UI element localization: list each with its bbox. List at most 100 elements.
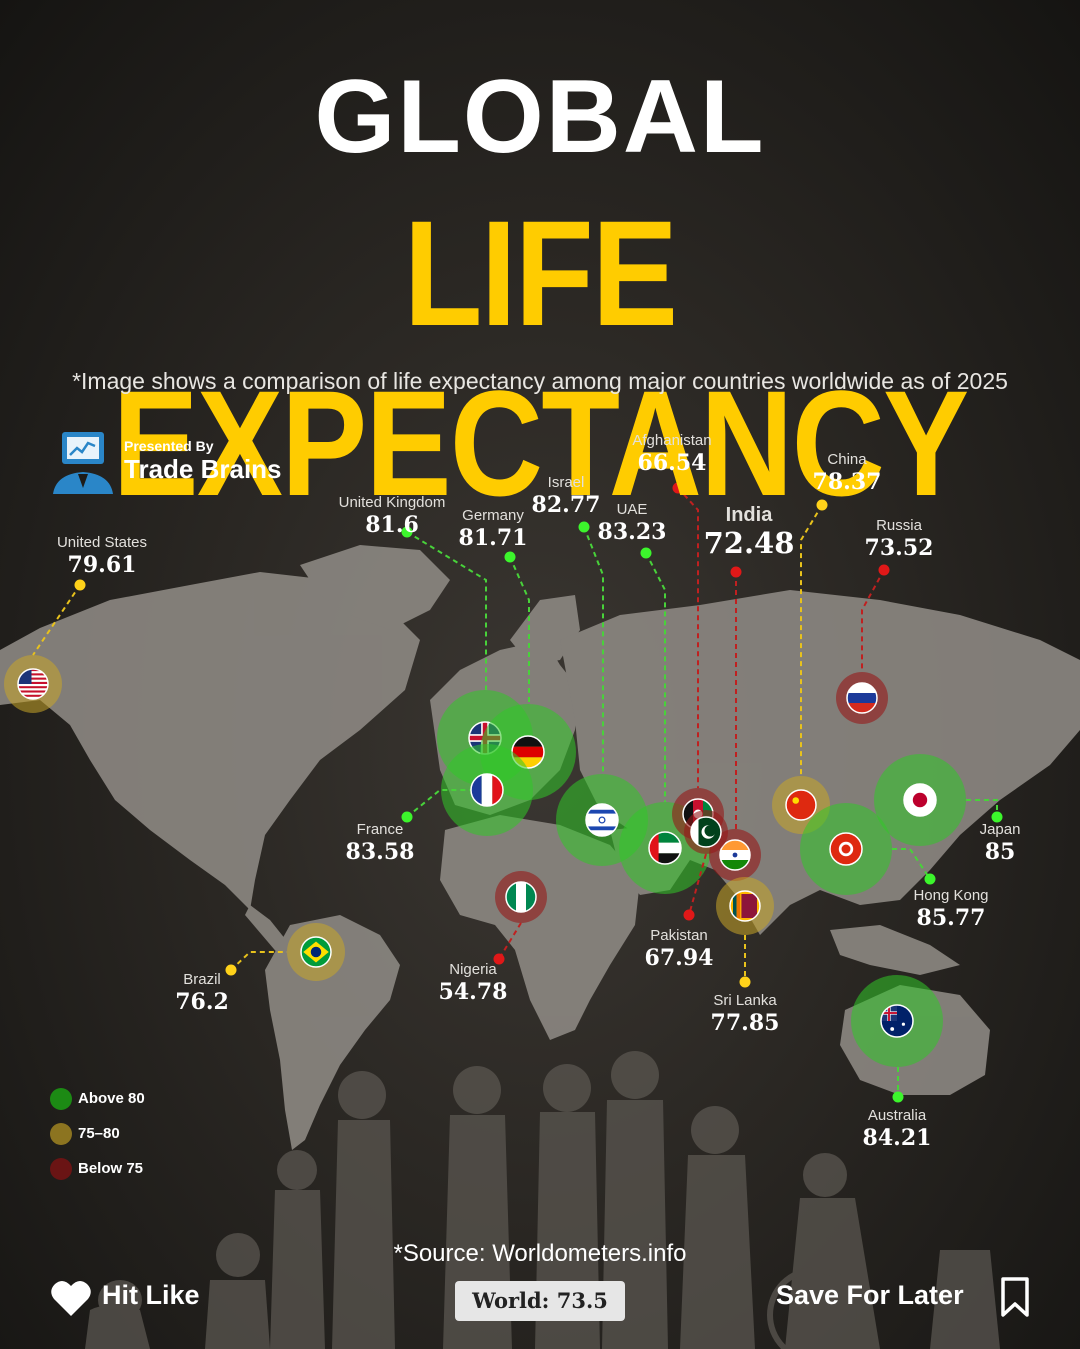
trade-brains-logo-icon (53, 432, 113, 494)
legend-label: 75–80 (78, 1125, 120, 1142)
hong-kong-flag-icon (829, 832, 863, 866)
country-name: Afghanistan (632, 432, 712, 449)
country-name: United Kingdom (338, 494, 446, 511)
australia-pin (892, 1091, 904, 1103)
legend-swatch-yellow (50, 1123, 72, 1145)
sri-lanka-pin (739, 976, 751, 988)
title-line2: LIFE EXPECTANCY (112, 189, 970, 527)
life-expectancy-value: 85 (984, 839, 1016, 865)
subtitle: *Image shows a comparison of life expect… (72, 368, 1008, 394)
pakistan-flag-icon (690, 816, 722, 848)
country-name: Nigeria (449, 961, 497, 978)
united-states-label: United States 79.61 (22, 535, 182, 576)
pakistan-label: Pakistan 67.94 (599, 928, 759, 969)
israel-pin (578, 521, 590, 533)
china-label: China 78.37 (767, 452, 927, 493)
life-expectancy-value: 54.78 (438, 979, 508, 1005)
israel-flag-icon (585, 803, 619, 837)
nigeria-pin (493, 953, 505, 965)
united-kingdom-label: United Kingdom 81.6 (312, 495, 472, 536)
japan-label: Japan 85 (920, 822, 1080, 863)
hong-kong-label: Hong Kong 85.77 (871, 888, 1031, 929)
uae-flag-icon (648, 831, 682, 865)
hong-kong-pin (924, 873, 936, 885)
country-name: Hong Kong (913, 887, 989, 904)
united-states-flag-icon (17, 668, 49, 700)
afghanistan-pin (672, 482, 684, 494)
japan-pin (991, 811, 1003, 823)
country-name: Germany (462, 507, 524, 524)
life-expectancy-value: 77.85 (710, 1010, 780, 1036)
country-name: India (725, 504, 773, 526)
hit-like-label: Hit Like (102, 1280, 200, 1310)
france-label: France 83.58 (300, 822, 460, 863)
japan-flag-icon (903, 783, 937, 817)
russia-pin (878, 564, 890, 576)
source-note: *Source: Worldometers.info (393, 1240, 687, 1267)
israel-connector (583, 526, 604, 774)
life-expectancy-value: 83.58 (345, 839, 415, 865)
legend-label: Below 75 (78, 1160, 144, 1177)
legend-label: Above 80 (78, 1090, 145, 1107)
uae-connector (645, 552, 666, 802)
life-expectancy-value: 84.21 (862, 1125, 932, 1151)
australia-flag-icon (880, 1004, 914, 1038)
bookmark-icon (1001, 1277, 1029, 1317)
life-expectancy-value: 83.23 (597, 519, 667, 545)
india-flag-icon (719, 839, 751, 871)
country-markers (4, 482, 1003, 1103)
life-expectancy-value: 66.54 (637, 450, 707, 476)
nigeria-label: Nigeria 54.78 (393, 962, 553, 1003)
save-for-later-button[interactable]: Save For Later (776, 1276, 1036, 1320)
life-expectancy-value: 81.6 (365, 512, 419, 538)
save-for-later-label: Save For Later (776, 1280, 964, 1310)
presented-by: Presented By (124, 438, 214, 454)
sri-lanka-flag-icon (729, 890, 761, 922)
heart-icon (51, 1280, 91, 1316)
nigeria-flag-icon (505, 881, 537, 913)
india-label: India 72.48 (669, 505, 829, 558)
germany-pin (504, 551, 516, 563)
life-expectancy-value: 73.52 (864, 535, 934, 561)
russia-connector (861, 569, 885, 672)
life-expectancy-value: 76.2 (175, 989, 229, 1015)
germany-connector (509, 556, 530, 704)
legend-swatch-green (50, 1088, 72, 1110)
afghanistan-connector (677, 487, 699, 788)
legend-swatch-red (50, 1158, 72, 1180)
country-name: Australia (867, 1107, 927, 1124)
russia-label: Russia 73.52 (819, 518, 979, 559)
brazil-label: Brazil 76.2 (122, 972, 282, 1013)
china-flag-icon (785, 789, 817, 821)
russia-flag-icon (846, 682, 878, 714)
title-line1: GLOBAL (314, 59, 766, 175)
afghanistan-label: Afghanistan 66.54 (592, 433, 752, 474)
pakistan-pin (683, 909, 695, 921)
china-connector (800, 504, 823, 776)
life-expectancy-value: 82.77 (531, 492, 601, 518)
nigeria-connector (498, 922, 522, 960)
life-expectancy-value: 67.94 (644, 945, 714, 971)
country-name: Japan (979, 821, 1021, 838)
india-pin (730, 566, 742, 578)
israel-label: Israel 82.77 (486, 475, 646, 516)
life-expectancy-value: 72.48 (703, 526, 795, 560)
united-kingdom-pin (401, 526, 413, 538)
country-name: Pakistan (650, 927, 708, 944)
world-average-badge: World: 73.5 (455, 1281, 625, 1321)
life-expectancy-value: 81.71 (458, 525, 528, 551)
brazil-pin (225, 964, 237, 976)
country-name: United States (56, 534, 148, 551)
life-expectancy-value: 78.37 (812, 469, 882, 495)
united-states-pin (74, 579, 86, 591)
hong-kong-connector (892, 848, 931, 880)
country-name: Israel (547, 474, 585, 491)
sri-lanka-label: Sri Lanka 77.85 (665, 993, 825, 1034)
brand: Presented By Trade Brains (48, 428, 308, 498)
brand-name: Trade Brains (124, 454, 282, 484)
country-name: China (827, 451, 867, 468)
country-name: Russia (876, 517, 922, 534)
country-name: UAE (616, 501, 648, 518)
china-pin (816, 499, 828, 511)
